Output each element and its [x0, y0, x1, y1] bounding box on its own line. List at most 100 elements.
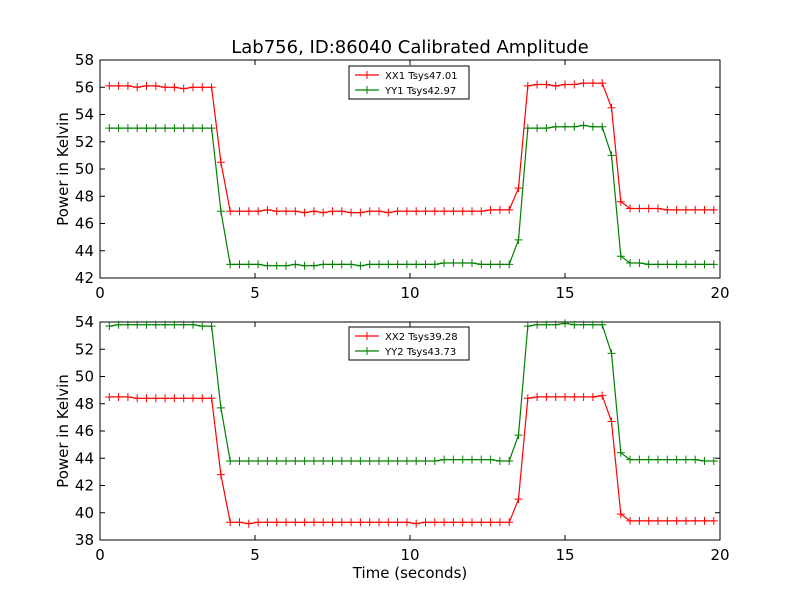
- top-panel: 0 5 10 15 20 42 44 46 48 50 52 54 56 58 Power in Kelvi…: [54, 51, 730, 302]
- data-point: [207, 394, 216, 403]
- data-point: [449, 518, 458, 527]
- data-point: [207, 322, 216, 331]
- data-point: [551, 122, 560, 131]
- data-point: [607, 151, 616, 160]
- legend-marker: [363, 71, 371, 79]
- data-point: [644, 260, 653, 269]
- data-point: [244, 456, 253, 465]
- data-point: [189, 320, 197, 329]
- data-point: [161, 83, 170, 92]
- y-tick-label: 48: [75, 187, 94, 205]
- data-point: [319, 260, 328, 269]
- legend-marker: [363, 86, 371, 94]
- data-point: [626, 455, 635, 464]
- data-point: [235, 260, 244, 269]
- data-point: [328, 518, 337, 527]
- data-point: [161, 124, 170, 133]
- y-axis-label: Power in Kelvin: [54, 112, 72, 226]
- data-point: [570, 392, 579, 401]
- data-point: [430, 260, 439, 269]
- y-tick-label: 44: [75, 449, 94, 467]
- data-point: [644, 455, 653, 464]
- data-point: [216, 470, 225, 479]
- data-point: [533, 80, 542, 89]
- legend-label: XX1 Tsys47.01: [385, 71, 458, 82]
- data-point: [663, 455, 672, 464]
- y-tick-label: 56: [75, 78, 94, 96]
- data-point: [105, 124, 114, 133]
- data-point: [123, 392, 132, 401]
- data-point: [272, 261, 281, 270]
- x-tick-label: 5: [250, 284, 260, 302]
- data-point: [337, 456, 346, 465]
- y-tick-label: 42: [75, 269, 94, 287]
- data-point: [300, 456, 309, 465]
- data-point: [523, 322, 532, 331]
- data-point: [635, 204, 644, 213]
- data-point: [458, 259, 467, 268]
- data-point: [458, 518, 467, 527]
- data-point: [598, 79, 607, 88]
- data-point: [458, 455, 467, 464]
- data-point: [114, 392, 123, 401]
- data-point: [486, 205, 495, 214]
- data-point: [570, 80, 579, 89]
- data-point: [542, 124, 551, 133]
- data-point: [263, 261, 272, 270]
- data-point: [588, 392, 597, 401]
- data-point: [561, 122, 569, 131]
- chart-title: Lab756, ID:86040 Calibrated Amplitude: [231, 37, 588, 58]
- data-point: [151, 394, 160, 403]
- data-point: [235, 207, 244, 216]
- x-tick-label: 20: [710, 546, 729, 564]
- y-tick-label: 44: [75, 242, 94, 260]
- data-point: [505, 456, 514, 465]
- data-point: [644, 204, 653, 213]
- data-point: [133, 320, 142, 329]
- y-tick-label: 48: [75, 395, 94, 413]
- data-point: [551, 392, 560, 401]
- data-point: [263, 456, 272, 465]
- y-tick-label: 46: [75, 422, 94, 440]
- legend-marker: [363, 347, 371, 355]
- data-point: [198, 124, 207, 133]
- data-point: [356, 261, 365, 270]
- data-point: [161, 394, 170, 403]
- data-point: [319, 518, 328, 527]
- data-point: [579, 121, 588, 130]
- data-point: [170, 320, 179, 329]
- data-point: [393, 456, 402, 465]
- data-point: [151, 81, 160, 90]
- data-point: [412, 519, 421, 528]
- data-point: [133, 124, 142, 133]
- x-tick-label: 10: [400, 546, 419, 564]
- data-point: [616, 510, 625, 519]
- data-point: [347, 260, 356, 269]
- data-point: [495, 260, 504, 269]
- data-point: [123, 124, 132, 133]
- data-point: [207, 124, 216, 133]
- data-point: [542, 320, 551, 329]
- data-point: [319, 456, 328, 465]
- data-point: [542, 80, 551, 89]
- data-point: [254, 207, 263, 216]
- data-point: [309, 456, 318, 465]
- data-point: [142, 124, 151, 133]
- data-point: [412, 207, 421, 216]
- x-tick-label: 0: [95, 546, 105, 564]
- x-tick-label: 15: [555, 284, 574, 302]
- data-point: [337, 518, 346, 527]
- data-point: [365, 456, 374, 465]
- data-point: [654, 455, 662, 464]
- data-point: [226, 260, 235, 269]
- data-point: [495, 456, 504, 465]
- data-point: [114, 124, 123, 133]
- data-point: [570, 122, 579, 131]
- y-tick-label: 52: [75, 133, 94, 151]
- data-point: [523, 81, 532, 90]
- data-point: [514, 184, 523, 193]
- data-point: [570, 320, 579, 329]
- data-point: [681, 205, 690, 214]
- data-point: [123, 320, 132, 329]
- data-point: [356, 208, 365, 217]
